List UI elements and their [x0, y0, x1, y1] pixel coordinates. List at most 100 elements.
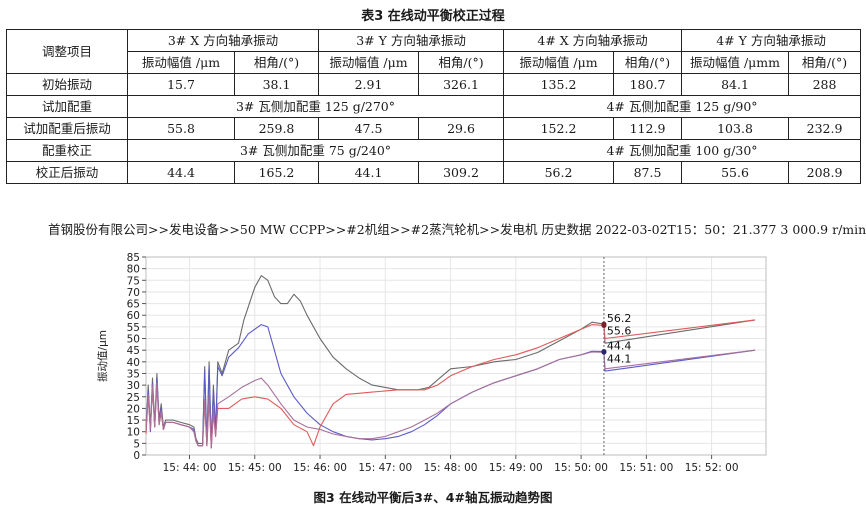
y-tick-label: 40 — [127, 357, 140, 369]
subheader-cell: 振动幅值 /μm — [503, 51, 615, 74]
y-tick-label: 70 — [127, 287, 140, 299]
chart-labels: 56.255.6 44.444.1 — [607, 312, 632, 365]
series-line — [145, 275, 756, 447]
y-tick-label: 10 — [127, 427, 140, 439]
cursor-value-label: 44.4 — [607, 340, 632, 353]
y-tick-label: 50 — [127, 334, 140, 346]
y-tick-label: 60 — [127, 310, 140, 322]
table-cell: 44.1 — [318, 161, 419, 184]
table-cell: 47.5 — [318, 117, 419, 140]
y-tick-label: 75 — [127, 275, 140, 287]
table-cell: 288 — [788, 73, 862, 96]
table-row: 试加配重后振动 55.8 259.8 47.5 29.6 152.2 112.9… — [6, 117, 862, 140]
table-row: 配重校正 3# 瓦侧加配重 75 g/240° 4# 瓦侧加配重 100 g/3… — [6, 139, 862, 162]
table-cell: 326.1 — [417, 73, 505, 96]
row-label: 试加配重 — [6, 95, 128, 118]
table-cell: 15.7 — [127, 73, 235, 96]
table-cell: 84.1 — [681, 73, 790, 96]
chart-cursor — [601, 257, 607, 455]
y-tick-label: 25 — [127, 392, 140, 404]
x-tick-label: 15: 45: 00 — [228, 462, 282, 474]
y-tick-label: 65 — [127, 299, 140, 311]
x-tick-label: 15: 49: 00 — [489, 462, 543, 474]
merged-cell: 3# 瓦侧加配重 125 g/270° — [126, 95, 505, 118]
table-row: 校正后振动 44.4 165.2 44.1 309.2 56.2 87.5 55… — [6, 161, 862, 184]
table-cell: 309.2 — [417, 161, 505, 184]
subheader-cell: 相角/(°) — [613, 51, 683, 74]
y-tick-label: 55 — [127, 322, 140, 334]
subheader-row: 振动幅值 /μm 相角/(°) 振动幅值 /μm 相角/(°) 振动幅值 /μm… — [7, 51, 862, 74]
table-caption: 表3 在线动平衡校正过程 — [361, 9, 505, 24]
header-row: 调整项目 3# X 方向轴承振动 3# Y 方向轴承振动 4# X 方向轴承振动… — [6, 29, 862, 74]
source-path-line: 首钢股份有限公司>>发电设备>>50 MW CCPP>>#2机组>>#2蒸汽轮机… — [48, 222, 866, 237]
table-cell: 259.8 — [234, 117, 319, 140]
table-cell: 55.8 — [127, 117, 235, 140]
header-group: 3# X 方向轴承振动 — [127, 29, 319, 52]
y-tick-label: 85 — [127, 252, 140, 264]
table-cell: 232.9 — [788, 117, 862, 140]
table-cell: 2.91 — [318, 73, 419, 96]
row-label: 配重校正 — [6, 139, 128, 162]
row-label: 试加配重后振动 — [6, 117, 128, 140]
balance-process-table: 调整项目 3# X 方向轴承振动 3# Y 方向轴承振动 4# X 方向轴承振动… — [6, 29, 862, 184]
cursor-marker — [601, 322, 607, 328]
cursor-value-label: 55.6 — [607, 324, 632, 337]
x-tick-label: 15: 48: 00 — [424, 462, 478, 474]
subheader-cell: 振动幅值 /μm — [127, 51, 235, 74]
table-cell: 38.1 — [234, 73, 319, 96]
series-line — [145, 349, 756, 449]
row-label: 校正后振动 — [6, 161, 128, 184]
y-tick-label: 15 — [127, 415, 140, 427]
merged-cell: 3# 瓦侧加配重 75 g/240° — [126, 139, 505, 162]
table-cell: 103.8 — [681, 117, 790, 140]
header-item: 调整项目 — [6, 29, 128, 74]
x-tick-label: 15: 46: 00 — [293, 462, 347, 474]
cursor-marker — [601, 349, 607, 355]
table-cell: 165.2 — [234, 161, 319, 184]
table-row: 初始振动 15.7 38.1 2.91 326.1 135.2 180.7 84… — [6, 73, 862, 96]
table-cell: 29.6 — [417, 117, 505, 140]
chart-grid — [146, 256, 766, 456]
plot-frame — [145, 256, 767, 456]
x-tick-label: 15: 50: 00 — [554, 462, 608, 474]
table-cell: 55.6 — [681, 161, 790, 184]
y-tick-label: 5 — [133, 438, 140, 450]
subheader-cell: 相角/(°) — [234, 51, 319, 74]
table-cell: 152.2 — [503, 117, 615, 140]
table-row: 试加配重 3# 瓦侧加配重 125 g/270° 4# 瓦侧加配重 125 g/… — [6, 95, 862, 118]
y-tick-label: 35 — [127, 368, 140, 380]
merged-cell: 4# 瓦侧加配重 125 g/90° — [503, 95, 862, 118]
x-tick-label: 15: 47: 00 — [358, 462, 412, 474]
table-cell: 208.9 — [788, 161, 862, 184]
y-tick-label: 30 — [127, 380, 140, 392]
y-tick-label: 45 — [127, 345, 140, 357]
table-cell: 56.2 — [503, 161, 615, 184]
header-group: 4# Y 方向轴承振动 — [681, 29, 862, 52]
y-tick-label: 20 — [127, 403, 140, 415]
subheader-cell: 振动幅值 /μmm — [681, 51, 790, 74]
y-tick-label: 0 — [133, 450, 140, 462]
row-label: 初始振动 — [6, 73, 128, 96]
table-cell: 87.5 — [613, 161, 683, 184]
y-tick-label: 80 — [127, 264, 140, 276]
table-cell: 135.2 — [503, 73, 615, 96]
subheader-cell: 相角/(°) — [788, 51, 862, 74]
merged-cell: 4# 瓦侧加配重 100 g/30° — [503, 139, 862, 162]
chart-series-group — [145, 275, 756, 449]
subheader-cell: 相角/(°) — [417, 51, 505, 74]
header-group: 3# Y 方向轴承振动 — [317, 29, 505, 52]
x-tick-label: 15: 52: 00 — [685, 462, 739, 474]
y-axis-label: 振动值/μm — [96, 330, 109, 382]
header-group: 4# X 方向轴承振动 — [503, 29, 683, 52]
table-cell: 112.9 — [613, 117, 683, 140]
x-tick-label: 15: 44: 00 — [163, 462, 217, 474]
subheader-cell: 振动幅值 /μm — [318, 51, 419, 74]
cursor-value-label: 44.1 — [607, 352, 632, 365]
table-cell: 44.4 — [127, 161, 235, 184]
cursor-value-label: 56.2 — [607, 312, 632, 325]
x-tick-label: 15: 51: 00 — [619, 462, 673, 474]
figure-caption: 图3 在线动平衡后3#、4#轴瓦振动趋势图 — [313, 490, 553, 505]
table-cell: 180.7 — [613, 73, 683, 96]
